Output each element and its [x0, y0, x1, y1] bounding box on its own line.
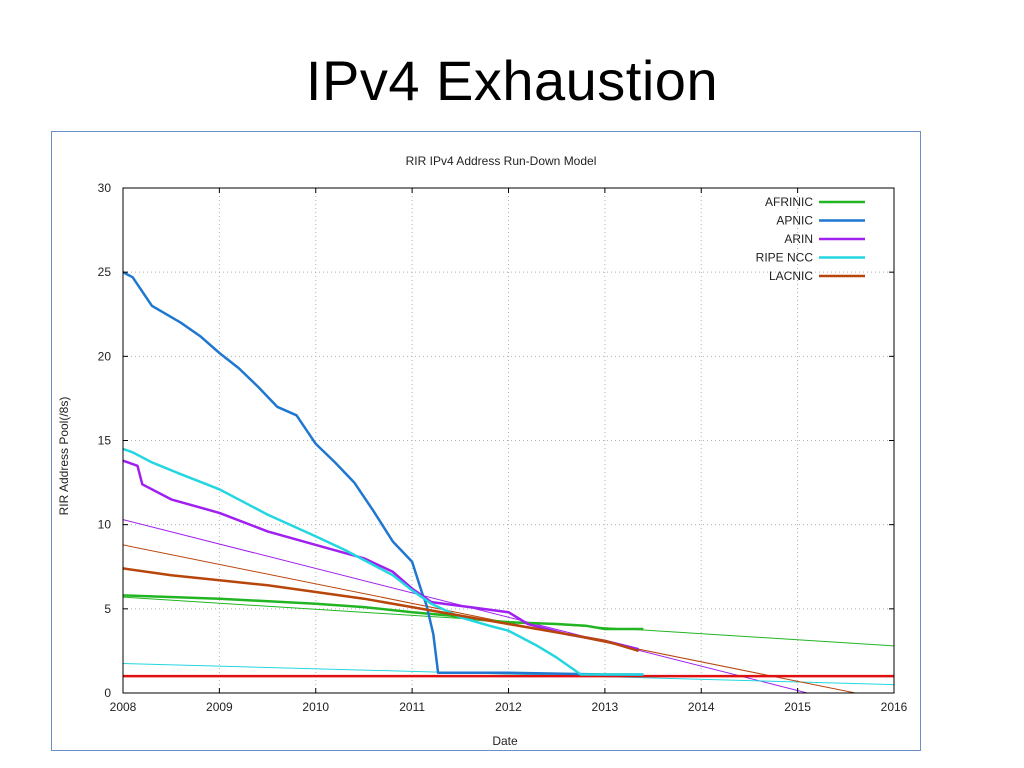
- chart-frame: RIR IPv4 Address Run-Down Model Date RIR…: [51, 131, 921, 751]
- series-lines: [122, 271, 894, 678]
- x-tick-label: 2012: [495, 700, 522, 714]
- series-line-afrinic: [122, 594, 644, 631]
- series-line-arin: [122, 459, 639, 651]
- series-line-lacnic: [122, 567, 639, 653]
- y-tick-label: 5: [104, 602, 111, 616]
- trend-lines: [122, 519, 895, 694]
- x-tick-label: 2008: [110, 700, 137, 714]
- legend-label: APNIC: [776, 214, 813, 228]
- y-tick-label: 25: [98, 265, 112, 279]
- y-tick-label: 15: [98, 434, 112, 448]
- slide-title: IPv4 Exhaustion: [305, 49, 719, 112]
- series-line-apnic: [122, 271, 644, 676]
- y-tick-label: 30: [98, 181, 112, 195]
- x-tick-label: 2015: [784, 700, 811, 714]
- x-tick-label: 2011: [399, 700, 425, 714]
- legend-label: RIPE NCC: [756, 251, 814, 265]
- axes: 2008 2009 2010 2011 2012 2013 2014 2015 20160510…: [98, 181, 908, 714]
- chart-title: RIR IPv4 Address Run-Down Model: [406, 154, 597, 168]
- y-tick-label: 10: [98, 518, 112, 532]
- plot-border: [122, 187, 895, 694]
- y-tick-label: 0: [104, 686, 111, 700]
- x-tick-label: 2016: [881, 700, 908, 714]
- trend-line-lacnic: [122, 544, 856, 694]
- x-tick-label: 2009: [206, 700, 233, 714]
- x-tick-label: 2013: [592, 700, 619, 714]
- x-tick-label: 2010: [302, 700, 329, 714]
- legend-label: ARIN: [784, 232, 813, 246]
- grid: [123, 188, 894, 693]
- legend: AFRINIC APNIC ARIN RIPE NCC LACNIC: [756, 195, 865, 283]
- legend-label: AFRINIC: [765, 195, 813, 209]
- y-tick-label: 20: [98, 349, 112, 363]
- legend-label: LACNIC: [769, 269, 813, 283]
- x-tick-label: 2014: [688, 700, 715, 714]
- run-down-chart: RIR IPv4 Address Run-Down Model Date RIR…: [57, 154, 908, 748]
- y-axis-label: RIR Address Pool(/8s): [57, 397, 71, 516]
- series-line-ripe-ncc: [122, 447, 644, 676]
- x-axis-label: Date: [492, 734, 518, 748]
